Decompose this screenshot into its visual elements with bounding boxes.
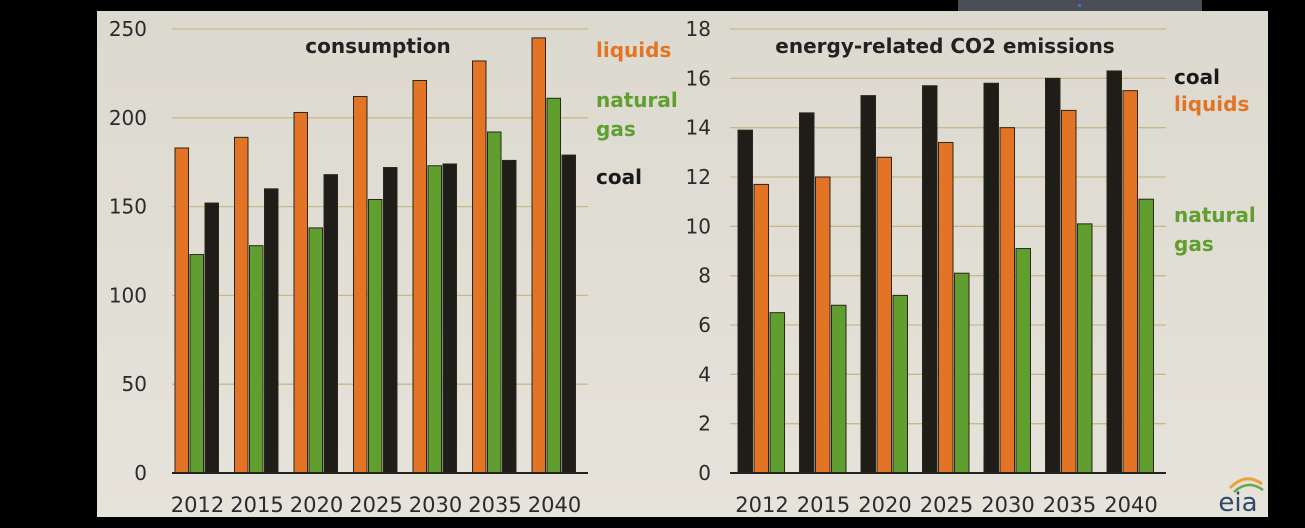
bar	[815, 176, 831, 474]
bar	[769, 312, 785, 474]
bar	[999, 127, 1015, 474]
x-tick-label: 2025	[349, 493, 402, 517]
eia-logo-arc-orange	[1228, 477, 1263, 490]
bar	[1045, 77, 1061, 474]
bar	[954, 272, 970, 474]
bar	[799, 112, 815, 474]
bar	[1122, 90, 1138, 474]
bar	[323, 174, 338, 474]
bar	[860, 95, 876, 474]
y-tick-label: 50	[122, 372, 147, 396]
bar	[353, 95, 368, 474]
bar	[427, 165, 442, 474]
bar	[189, 254, 204, 474]
bar	[502, 159, 517, 474]
x-tick-label: 2020	[290, 493, 343, 517]
bar	[249, 245, 264, 474]
legend-label: gas	[1174, 232, 1214, 256]
chart-title: energy-related CO2 emissions	[775, 34, 1114, 58]
bar	[737, 129, 753, 474]
x-tick-label: 2025	[920, 493, 973, 517]
bar	[938, 141, 954, 474]
x-tick-label: 2012	[735, 493, 788, 517]
y-tick-label: 4	[698, 362, 711, 386]
legend-label: liquids	[1174, 92, 1249, 116]
bar	[531, 37, 546, 474]
legend-label: liquids	[596, 38, 671, 62]
co2-emissions-chart: 0 2 4 6 8 10 12 14 16 18 energy-related CO2 emissi…	[686, 17, 1256, 517]
bar	[1138, 198, 1154, 474]
bar	[383, 167, 398, 474]
legend-label: coal	[1174, 65, 1220, 89]
y-tick-label: 0	[698, 461, 711, 485]
bar	[412, 80, 427, 474]
x-tick-label: 2030	[409, 493, 462, 517]
bar	[472, 60, 487, 474]
bar	[1077, 223, 1093, 474]
y-tick-label: 150	[109, 195, 147, 219]
bar	[561, 154, 576, 474]
bar	[831, 304, 847, 474]
y-tick-label: 12	[686, 165, 711, 189]
bar	[546, 97, 561, 474]
eia-logo-text: eia	[1218, 488, 1257, 518]
eia-logo-arc-green	[1233, 483, 1264, 493]
y-tick-label: 18	[686, 17, 711, 41]
bar	[922, 85, 938, 474]
y-tick-label: 100	[109, 283, 147, 307]
bar	[264, 188, 279, 474]
legend-label: gas	[596, 117, 636, 141]
x-tick-label: 2040	[1104, 493, 1157, 517]
y-tick-label: 2	[698, 412, 711, 436]
bar	[1015, 248, 1031, 474]
eia-logo: eia	[1218, 477, 1264, 518]
x-tick-label: 2020	[858, 493, 911, 517]
bar	[442, 163, 457, 474]
y-tick-label: 8	[698, 264, 711, 288]
y-tick-label: 10	[686, 214, 711, 238]
legend-label: natural	[1174, 203, 1256, 227]
bar	[308, 227, 323, 474]
bar	[174, 147, 189, 474]
y-tick-label: 16	[686, 66, 711, 90]
bar	[204, 202, 219, 474]
bar	[892, 294, 908, 474]
x-tick-label: 2035	[468, 493, 521, 517]
bar	[487, 131, 502, 474]
bar	[876, 156, 892, 474]
legend-label: coal	[596, 165, 642, 189]
x-tick-label: 2015	[797, 493, 850, 517]
chart-title: consumption	[305, 34, 451, 58]
y-tick-label: 6	[698, 313, 711, 337]
bar	[234, 136, 249, 474]
y-tick-label: 250	[109, 17, 147, 41]
legend-label: natural	[596, 88, 678, 112]
y-tick-label: 14	[686, 116, 711, 140]
x-tick-label: 2030	[981, 493, 1034, 517]
x-tick-label: 2015	[230, 493, 283, 517]
top-bar-dot	[1078, 4, 1081, 7]
bar	[368, 198, 383, 474]
y-tick-label: 200	[109, 106, 147, 130]
bar	[1061, 109, 1077, 474]
x-tick-label: 2040	[528, 493, 581, 517]
x-tick-label: 2035	[1043, 493, 1096, 517]
x-tick-label: 2012	[171, 493, 224, 517]
bar	[1106, 70, 1122, 474]
bar	[753, 183, 769, 474]
bar	[983, 82, 999, 474]
bar	[293, 111, 308, 474]
y-tick-label: 0	[134, 461, 147, 485]
